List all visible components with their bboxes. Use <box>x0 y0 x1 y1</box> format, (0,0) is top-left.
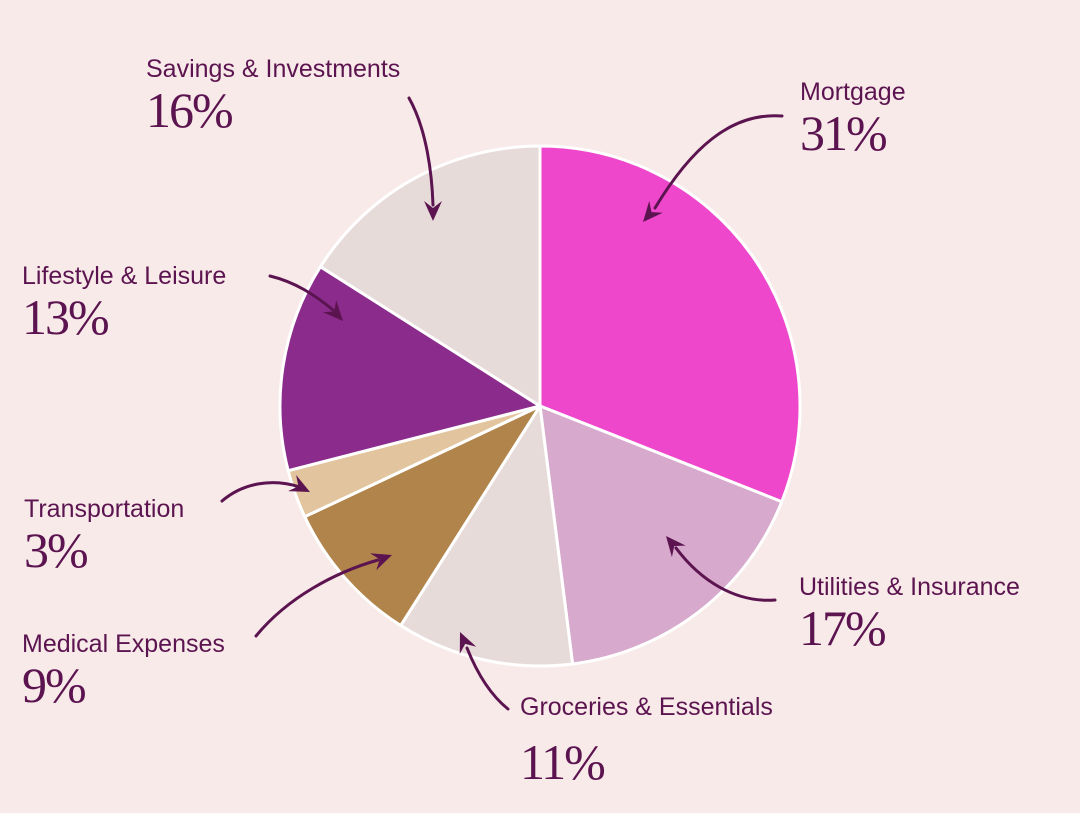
pie-slice-mortgage <box>538 144 802 504</box>
label-savings-investments: Savings & Investments 16% <box>146 54 400 136</box>
slice-value-label: 13% <box>22 289 110 345</box>
arrow-savings-investments-icon <box>407 96 442 221</box>
pie-slice-lifestyle-leisure <box>278 265 542 473</box>
pie-slice-utilities-insurance <box>538 404 784 666</box>
arrow-mortgage-icon <box>643 114 784 222</box>
label-transportation: Transportation 3% <box>24 494 184 576</box>
slice-value-label: 11% <box>520 734 606 790</box>
label-medical-expenses: Medical Expenses 9% <box>22 629 225 711</box>
arrow-transportation-icon <box>220 475 310 503</box>
slice-value-label: 9% <box>22 657 87 713</box>
arrow-medical-expenses-icon <box>254 553 392 638</box>
slice-value-label: 31% <box>800 105 888 161</box>
slice-label: Mortgage <box>800 78 906 106</box>
pie-slice-groceries-essentials <box>399 404 575 668</box>
slice-label: Lifestyle & Leisure <box>22 262 227 290</box>
slice-label: Utilities & Insurance <box>799 573 1020 601</box>
pie-slice-medical-expenses <box>303 404 542 628</box>
slice-value-label: 16% <box>146 82 234 138</box>
arrow-utilities-insurance-icon <box>666 536 777 602</box>
arrow-groceries-essentials-icon <box>459 632 510 711</box>
slice-label: Savings & Investments <box>146 55 401 83</box>
slice-label: Transportation <box>24 495 185 523</box>
slice-label: Medical Expenses <box>22 630 225 658</box>
label-mortgage: Mortgage 31% <box>800 77 906 159</box>
label-groceries-essentials: Groceries & Essentials 11% <box>520 692 773 788</box>
slice-value-label: 3% <box>24 522 89 578</box>
arrow-lifestyle-leisure-icon <box>268 274 343 321</box>
slice-value-label: 17% <box>799 600 887 656</box>
label-lifestyle-leisure: Lifestyle & Leisure 13% <box>22 261 226 343</box>
pie-slice-savings-investments <box>318 144 542 408</box>
label-utilities-insurance: Utilities & Insurance 17% <box>799 572 1020 654</box>
slice-label: Groceries & Essentials <box>520 693 773 721</box>
